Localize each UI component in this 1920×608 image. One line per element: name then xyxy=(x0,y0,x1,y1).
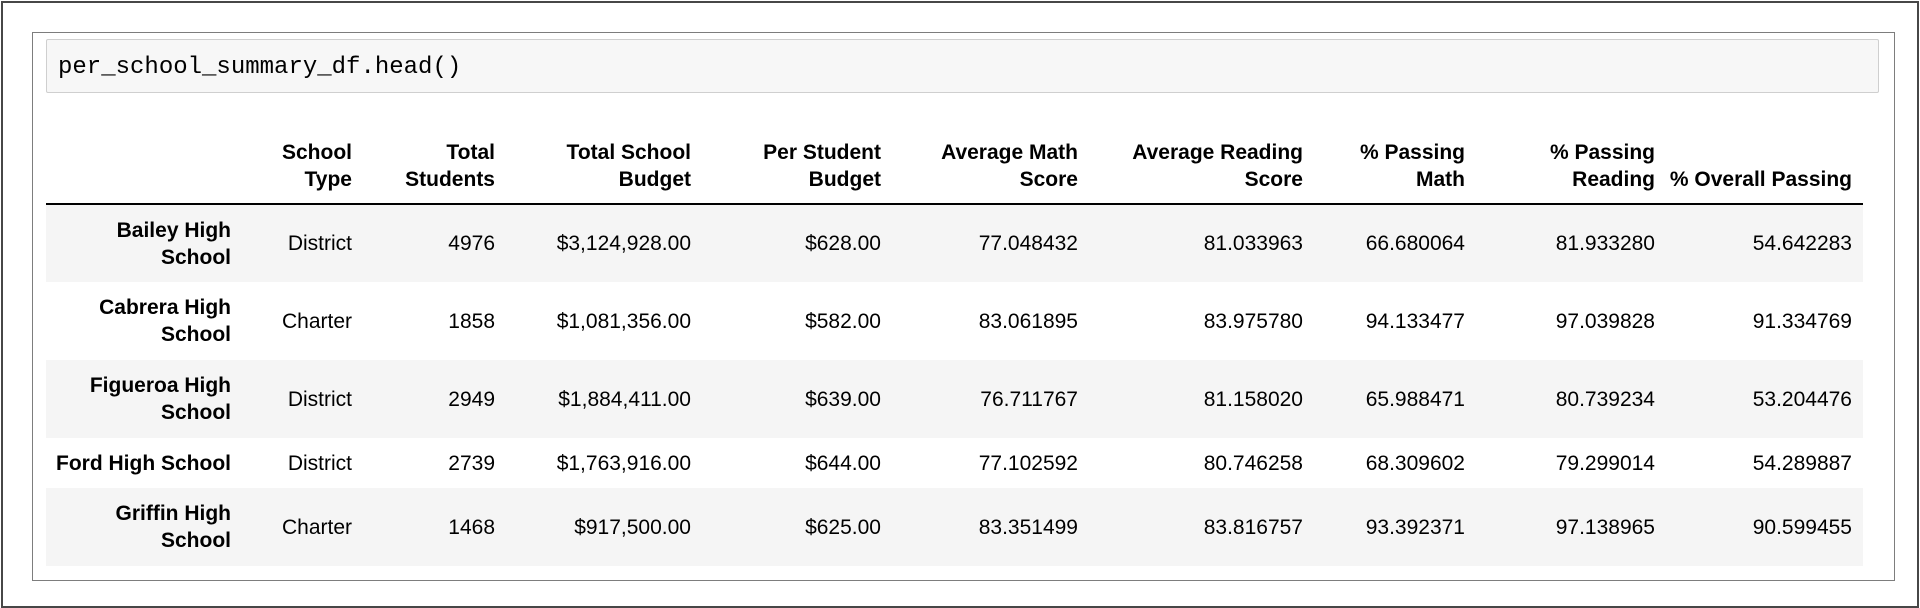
table-row: Figueroa High School District 2949 $1,88… xyxy=(46,360,1863,438)
table-header-row: School Type Total Students Total School … xyxy=(46,129,1863,205)
table-cell: $3,124,928.00 xyxy=(556,232,691,255)
code-text[interactable]: per_school_summary_df.head() xyxy=(58,54,462,81)
table-cell: District xyxy=(287,451,352,475)
code-input-area[interactable]: per_school_summary_df.head() xyxy=(46,39,1879,93)
dataframe-table: School Type Total Students Total School … xyxy=(46,129,1863,566)
table-cell: District xyxy=(287,232,352,255)
table-cell: $628.00 xyxy=(805,232,881,255)
table-cell: 83.816757 xyxy=(1203,515,1303,539)
table-cell: $1,884,411.00 xyxy=(558,387,691,411)
table-cell: 83.351499 xyxy=(978,515,1078,539)
table-cell: 83.975780 xyxy=(1203,309,1303,333)
column-header: Average Math Score xyxy=(892,129,1089,205)
table-cell: Charter xyxy=(281,515,352,539)
table-cell: 93.392371 xyxy=(1365,515,1465,539)
table-cell: $1,081,356.00 xyxy=(556,309,691,333)
table-cell: 1858 xyxy=(448,309,495,333)
column-header: Average Reading Score xyxy=(1089,129,1314,205)
table-cell: $639.00 xyxy=(805,387,881,411)
table-cell: 81.158020 xyxy=(1203,387,1303,411)
table-cell: 2949 xyxy=(448,387,495,411)
table-cell: 66.680064 xyxy=(1365,232,1465,255)
column-header: % Passing Math xyxy=(1314,129,1476,205)
table-cell: 77.048432 xyxy=(978,232,1078,255)
table-cell: $917,500.00 xyxy=(574,515,691,539)
column-header: % Overall Passing xyxy=(1666,129,1863,205)
table-cell: 83.061895 xyxy=(978,309,1078,333)
table-cell: 80.739234 xyxy=(1555,387,1655,411)
table-cell: 2739 xyxy=(448,451,495,475)
table-cell: 68.309602 xyxy=(1365,451,1465,475)
table-cell: $625.00 xyxy=(805,515,881,539)
table-cell: 80.746258 xyxy=(1203,451,1303,475)
table-cell: 97.039828 xyxy=(1555,309,1655,333)
cell-output: School Type Total Students Total School … xyxy=(46,129,1863,566)
table-cell: Charter xyxy=(281,309,352,333)
table-cell: 54.289887 xyxy=(1752,451,1852,475)
table-cell: $1,763,916.00 xyxy=(556,451,691,475)
table-row: Griffin High School Charter 1468 $917,50… xyxy=(46,488,1863,566)
table-row: Ford High School District 2739 $1,763,91… xyxy=(46,438,1863,488)
notebook-cell[interactable]: per_school_summary_df.head() School Type… xyxy=(32,32,1895,581)
table-cell: $582.00 xyxy=(805,309,881,333)
table-cell: 1468 xyxy=(448,515,495,539)
table-cell: 81.933280 xyxy=(1555,232,1655,255)
table-cell: 79.299014 xyxy=(1555,451,1655,475)
row-index-label: Ford High School xyxy=(56,451,231,475)
column-header: Per Student Budget xyxy=(702,129,892,205)
table-cell: 54.642283 xyxy=(1752,232,1852,255)
column-header: School Type xyxy=(242,129,363,205)
table-cell: $644.00 xyxy=(805,451,881,475)
column-header: Total School Budget xyxy=(506,129,702,205)
table-cell: 90.599455 xyxy=(1752,515,1852,539)
table-cell: 53.204476 xyxy=(1752,387,1852,411)
table-cell: 77.102592 xyxy=(978,451,1078,475)
column-header: Total Students xyxy=(363,129,506,205)
row-index-label: Bailey High School xyxy=(116,218,231,269)
row-index-label: Figueroa High School xyxy=(89,374,231,424)
index-column-header xyxy=(46,129,242,205)
row-index-label: Griffin High School xyxy=(115,502,231,552)
table-cell: 4976 xyxy=(448,232,495,255)
table-cell: 65.988471 xyxy=(1365,387,1465,411)
table-cell: 91.334769 xyxy=(1752,309,1852,333)
table-row: Cabrera High School Charter 1858 $1,081,… xyxy=(46,282,1863,360)
table-row: Bailey High School District 4976 $3,124,… xyxy=(46,204,1863,282)
table-cell: District xyxy=(287,387,352,411)
table-cell: 81.033963 xyxy=(1203,232,1303,255)
table-cell: 97.138965 xyxy=(1555,515,1655,539)
column-header: % Passing Reading xyxy=(1476,129,1666,205)
table-cell: 76.711767 xyxy=(980,387,1078,411)
row-index-label: Cabrera High School xyxy=(99,296,231,346)
table-cell: 94.133477 xyxy=(1365,309,1465,333)
